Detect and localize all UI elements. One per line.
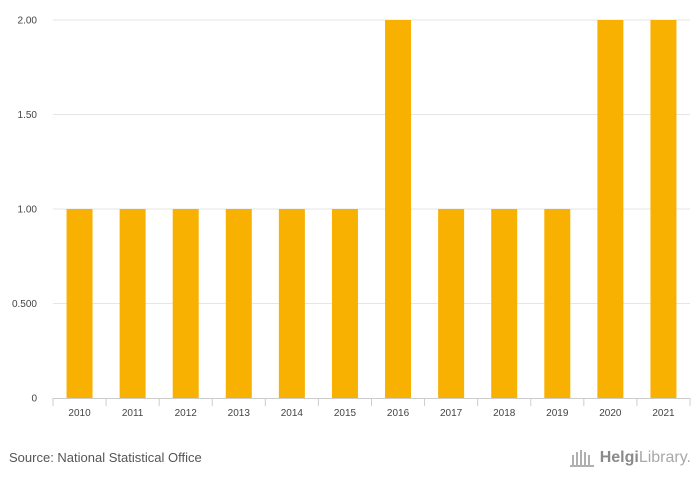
bars [66,20,677,398]
y-tick-label: 0.500 [12,299,37,310]
bar-2016 [385,20,412,398]
y-tick-label: 2.00 [18,16,38,27]
library-building-icon [569,450,594,467]
x-axis: 2010 2011 2012 2013 2014 2015 2016 2017 2018 2019… [52,398,691,419]
x-tick-label: 2016 [387,408,410,419]
bar-2017 [438,209,465,398]
y-tick-label: 1.00 [18,205,38,216]
logo-brand: Helgi [599,449,639,466]
y-axis-ticks: 0 0.500 1.00 1.50 2.00 [12,16,37,405]
x-tick-label: 2017 [440,408,463,419]
gridlines [53,19,690,304]
bar-2011 [119,209,146,398]
x-tick-label: 2021 [652,408,675,419]
bar-2010 [66,209,93,398]
x-tick-label: 2014 [281,408,304,419]
x-tick-label: 2013 [228,408,251,419]
bar-2019 [544,209,571,398]
source-note: Source: National Statistical Office [9,450,202,465]
x-tick-label: 2018 [493,408,516,419]
bar-2014 [278,209,305,398]
bar-2015 [331,209,358,398]
helgi-library-logo: HelgiLibrary. [569,447,691,469]
logo-suffix: Library. [638,449,691,466]
bar-2020 [597,20,624,398]
bar-2013 [225,209,252,398]
x-tick-label: 2020 [599,408,622,419]
y-tick-label: 0 [31,394,37,405]
bar-2018 [491,209,518,398]
y-tick-label: 1.50 [18,110,38,121]
x-tick-label: 2012 [175,408,198,419]
x-tick-label: 2011 [122,408,144,419]
x-tick-label: 2010 [68,408,91,419]
bar-2021 [650,20,677,398]
x-tick-label: 2019 [546,408,569,419]
bar-2012 [172,209,199,398]
x-tick-label: 2015 [334,408,357,419]
